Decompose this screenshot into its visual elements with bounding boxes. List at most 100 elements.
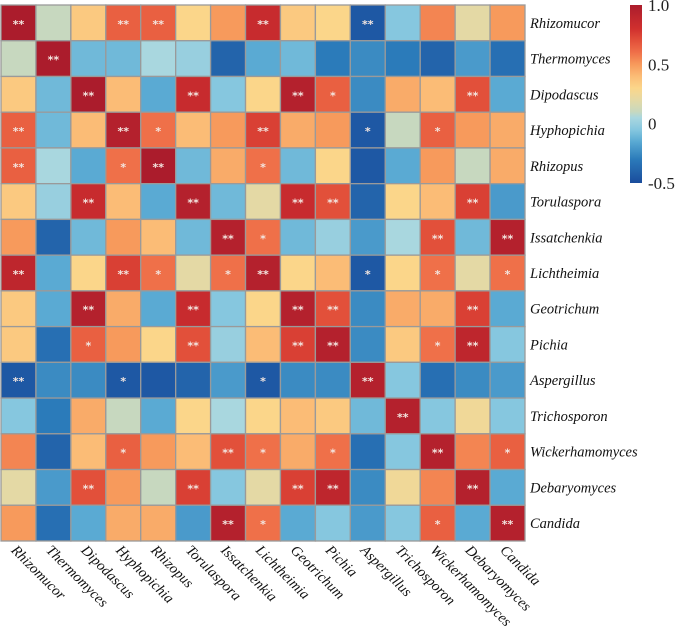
heatmap-cell: [419, 4, 456, 42]
significance-mark: *: [85, 339, 91, 352]
significance-mark: **: [327, 482, 339, 495]
heatmap-cell: [384, 433, 421, 471]
heatmap-cell: [209, 361, 247, 399]
significance-mark: **: [432, 232, 444, 245]
significance-mark: **: [48, 54, 60, 67]
heatmap-cell: [384, 147, 421, 185]
significance-mark: *: [155, 125, 161, 138]
heatmap-cell: [209, 290, 247, 328]
heatmap-cell: [175, 4, 212, 42]
significance-mark: **: [467, 304, 479, 317]
row-label: Dipodascus: [529, 87, 599, 103]
heatmap-cell: [140, 75, 177, 113]
row-label: Lichtheimia: [529, 266, 599, 282]
significance-mark: *: [260, 161, 266, 174]
heatmap-cell: [105, 111, 142, 149]
heatmap-cell: [349, 504, 386, 542]
significance-mark: **: [467, 197, 479, 210]
heatmap-cell: [140, 290, 177, 328]
significance-mark: **: [187, 339, 199, 352]
heatmap-cell: [489, 290, 526, 328]
heatmap-cell: [454, 4, 491, 42]
heatmap-cell: [314, 254, 351, 292]
significance-mark: **: [467, 482, 479, 495]
significance-mark: **: [187, 197, 199, 210]
heatmap-cell: [349, 397, 386, 435]
heatmap-cell: [489, 40, 526, 78]
heatmap-cell: [279, 218, 317, 256]
significance-mark: **: [362, 18, 374, 31]
heatmap-cell: [314, 183, 351, 221]
heatmap-cell: [279, 254, 317, 292]
heatmap-cell: [35, 218, 72, 256]
heatmap-cell: [384, 111, 421, 149]
significance-mark: *: [260, 518, 266, 531]
significance-mark: **: [467, 339, 479, 352]
heatmap-cell: [35, 397, 72, 435]
heatmap-cell: [419, 147, 456, 185]
heatmap-cell: [454, 218, 491, 256]
heatmap-cell: [419, 290, 456, 328]
heatmap-cell: [454, 75, 491, 113]
heatmap-cell: [314, 397, 351, 435]
colorbar-gradient: [630, 5, 642, 183]
significance-mark: **: [152, 161, 164, 174]
heatmap-cell: [349, 325, 386, 363]
significance-mark: *: [435, 125, 441, 138]
heatmap-cell: [105, 147, 142, 185]
heatmap-cell: [0, 433, 37, 471]
heatmap-cell: [35, 40, 72, 78]
heatmap-cell: [489, 183, 526, 221]
heatmap-cell: [244, 361, 282, 399]
significance-mark: *: [365, 268, 371, 281]
heatmap-cell: [419, 111, 456, 149]
heatmap-cell: [384, 290, 421, 328]
heatmap-cell: [105, 325, 142, 363]
heatmap-cell: [0, 75, 37, 113]
heatmap-cell: [35, 75, 72, 113]
heatmap-cell: [70, 290, 107, 328]
row-label: Geotrichum: [530, 302, 599, 318]
heatmap-cell: [244, 397, 282, 435]
heatmap-cell: [0, 218, 37, 256]
heatmap-cell: [140, 183, 177, 221]
significance-mark: **: [187, 304, 199, 317]
heatmap-cell: [0, 290, 37, 328]
heatmap-cell: [209, 468, 247, 506]
heatmap-cell: [140, 147, 177, 185]
heatmap-cell: [140, 397, 177, 435]
heatmap-cell: [419, 183, 456, 221]
heatmap-cell: [384, 361, 421, 399]
heatmap-cell: [279, 504, 317, 542]
significance-mark: **: [13, 18, 25, 31]
heatmap-cell: [454, 504, 491, 542]
heatmap-cell: [0, 4, 37, 42]
significance-mark: **: [83, 304, 95, 317]
heatmap-cell: [140, 468, 177, 506]
significance-mark: *: [155, 268, 161, 281]
significance-mark: *: [435, 268, 441, 281]
heatmap-cell: [349, 183, 386, 221]
significance-mark: **: [118, 125, 130, 138]
heatmap-cell: [384, 40, 421, 78]
row-label: Aspergillus: [529, 373, 596, 389]
heatmap-cell: [175, 290, 212, 328]
heatmap-cell: [209, 504, 247, 542]
heatmap-cell: [209, 397, 247, 435]
row-label: Trichosporon: [530, 409, 608, 425]
significance-mark: **: [152, 18, 164, 31]
heatmap-cell: [0, 504, 37, 542]
heatmap-cell: [314, 504, 351, 542]
heatmap-cell: [489, 433, 526, 471]
significance-mark: *: [260, 447, 266, 460]
heatmap-cell: [454, 40, 491, 78]
significance-mark: **: [397, 411, 409, 424]
significance-mark: *: [330, 447, 336, 460]
heatmap-cell: [209, 111, 247, 149]
heatmap-cell: [70, 397, 107, 435]
colorbar-tick-label: -0.5: [648, 174, 675, 193]
heatmap-cell: [489, 111, 526, 149]
heatmap-cell: [419, 468, 456, 506]
row-label: Torulaspora: [530, 195, 601, 211]
row-label: Pichia: [529, 337, 568, 353]
